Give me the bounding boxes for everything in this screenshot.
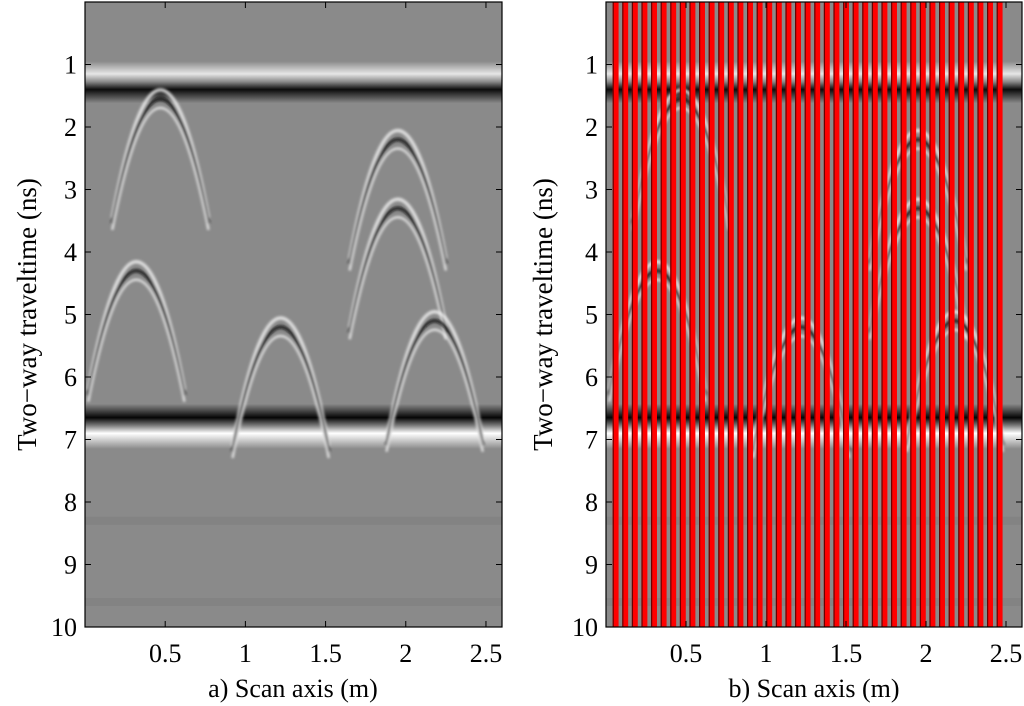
y-tick-label: 9 <box>585 551 598 580</box>
x-tick-label: 1 <box>239 639 252 668</box>
x-tick-label: 0.5 <box>670 639 703 668</box>
mask-column <box>612 2 619 627</box>
mask-column <box>843 2 849 627</box>
x-axis-label: b) Scan axis (m) <box>728 674 899 703</box>
x-tick-label: 2 <box>399 639 412 668</box>
y-tick-label: 2 <box>64 113 77 142</box>
mask-column <box>929 2 936 627</box>
panel-a: 0.5 1 1.5 2 2.5 1 2 3 4 5 6 7 8 9 10 a) Scan axis (m)… <box>12 1 503 703</box>
mask-column <box>641 2 648 627</box>
y-tick-label: 5 <box>64 301 77 330</box>
mask-column <box>910 2 917 627</box>
diffraction-hyperbola <box>86 260 187 402</box>
mask-column <box>660 2 667 627</box>
horizontal-reflector <box>85 61 502 104</box>
x-tick-label: 2.5 <box>990 639 1023 668</box>
x-axis-ticks: 0.5 1 1.5 2 2.5 <box>149 2 502 668</box>
diffraction-hyperbola <box>230 316 331 459</box>
diffraction-hyperbola <box>347 128 448 271</box>
y-tick-label: 4 <box>585 238 598 267</box>
x-tick-label: 2.5 <box>470 639 503 668</box>
radargram-image <box>85 2 502 627</box>
mask-column <box>939 2 945 627</box>
x-tick-label: 2 <box>920 639 933 668</box>
mask-column <box>747 2 753 627</box>
y-tick-label: 8 <box>64 488 77 517</box>
mask-column <box>670 2 677 627</box>
diffraction-hyperbola <box>384 310 485 452</box>
x-tick-label: 0.5 <box>149 639 182 668</box>
y-axis-ticks: 1 2 3 4 5 6 7 8 9 10 <box>51 51 502 642</box>
mask-column <box>977 2 984 627</box>
late-time-band <box>606 516 1022 525</box>
mask-column <box>631 2 638 627</box>
y-tick-label: 8 <box>585 488 598 517</box>
mask-column <box>699 2 705 627</box>
y-tick-label: 3 <box>64 176 77 205</box>
diffraction-hyperbola <box>110 88 211 231</box>
late-time-band <box>85 516 502 525</box>
mask-column <box>948 2 955 627</box>
mask-column <box>814 2 821 627</box>
y-tick-label: 10 <box>572 613 598 642</box>
panel-b: 0.5 1 1.5 2 2.5 1 2 3 4 5 6 7 8 9 10 b) Scan axis (m)… <box>528 1 1023 703</box>
mask-column <box>958 2 965 627</box>
mask-column <box>756 2 763 627</box>
mask-column <box>727 2 734 627</box>
y-axis-label: Two−way traveltime (ns) <box>528 178 558 451</box>
mask-column <box>679 2 686 627</box>
x-tick-label: 1.5 <box>309 639 342 668</box>
mask-column <box>804 2 811 627</box>
mask-column <box>987 2 993 627</box>
mask-column <box>862 2 869 627</box>
mask-column <box>651 2 657 627</box>
y-tick-label: 3 <box>585 176 598 205</box>
x-axis-label: a) Scan axis (m) <box>208 674 378 703</box>
x-tick-label: 1 <box>760 639 773 668</box>
mask-column <box>823 2 830 627</box>
mask-column <box>852 2 859 627</box>
y-tick-label: 5 <box>585 301 598 330</box>
diffraction-hyperbola <box>347 197 448 340</box>
mask-column <box>967 2 974 627</box>
mask-column <box>881 2 888 627</box>
mask-column <box>737 2 744 627</box>
y-axis-ticks: 1 2 3 4 5 6 7 8 9 10 <box>572 51 1022 642</box>
y-tick-label: 1 <box>64 51 77 80</box>
y-tick-label: 1 <box>585 51 598 80</box>
y-tick-label: 4 <box>64 238 77 267</box>
y-tick-label: 9 <box>64 551 77 580</box>
mask-column <box>785 2 792 627</box>
trace-mask-columns <box>612 2 1003 627</box>
mask-column <box>833 2 840 627</box>
mask-column <box>622 2 629 627</box>
y-tick-label: 2 <box>585 113 598 142</box>
mask-column <box>996 2 1003 627</box>
mask-column <box>900 2 907 627</box>
late-time-band <box>606 598 1022 606</box>
y-tick-label: 6 <box>585 363 598 392</box>
x-axis-ticks: 0.5 1 1.5 2 2.5 <box>670 2 1023 668</box>
mask-column <box>766 2 773 627</box>
mask-column <box>919 2 926 627</box>
mask-column <box>871 2 878 627</box>
mask-column <box>689 2 696 627</box>
y-tick-label: 7 <box>585 426 598 455</box>
y-tick-label: 7 <box>64 426 77 455</box>
mask-column <box>718 2 725 627</box>
x-tick-label: 1.5 <box>830 639 863 668</box>
y-tick-label: 6 <box>64 363 77 392</box>
horizontal-reflector <box>85 403 502 449</box>
y-axis-label: Two−way traveltime (ns) <box>12 178 42 451</box>
y-tick-label: 10 <box>51 613 77 642</box>
late-time-band <box>85 598 502 606</box>
mask-column <box>891 2 897 627</box>
mask-column <box>708 2 715 627</box>
mask-column <box>795 2 801 627</box>
mask-column <box>775 2 782 627</box>
